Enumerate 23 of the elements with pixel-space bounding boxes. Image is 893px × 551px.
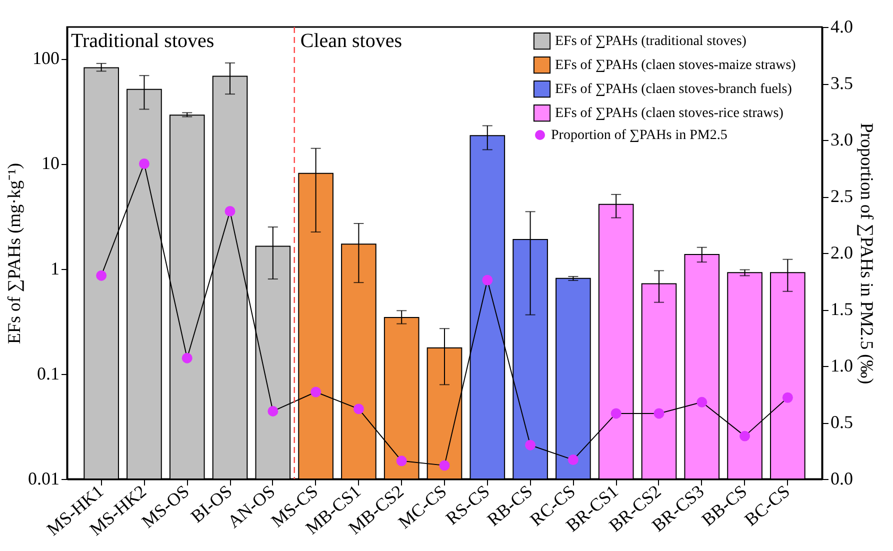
y2-tick-label: 3.0 xyxy=(830,130,853,150)
y2-tick-label: 1.5 xyxy=(830,299,853,319)
y-tick-label: 0.1 xyxy=(37,363,60,384)
y2-tick-label: 2.5 xyxy=(830,186,853,206)
legend-label: EFs of ∑PAHs (claen stoves-rice straws) xyxy=(555,106,784,121)
y2-tick-label: 2.0 xyxy=(830,242,853,262)
y-axis-title: EFs of ∑PAHs (mg·kg⁻¹) xyxy=(4,162,24,344)
y-tick-label: 10 xyxy=(42,153,60,174)
y-tick-label: 0.01 xyxy=(28,468,60,488)
y-tick-label: 100 xyxy=(32,48,60,68)
y2-tick-label: 4.0 xyxy=(830,16,853,36)
annotation: Traditional stoves xyxy=(71,30,214,52)
legend-label: EFs of ∑PAHs (claen stoves-maize straws) xyxy=(555,58,796,73)
y-tick-label: 1 xyxy=(50,258,60,278)
y2-tick-label: 0.0 xyxy=(830,468,853,488)
y2-tick-label: 0.5 xyxy=(830,412,853,432)
y2-tick-label: 3.5 xyxy=(830,73,853,93)
legend-label: EFs of ∑PAHs (claen stoves-branch fuels) xyxy=(555,82,792,97)
y2-axis-title: Proportion of ∑PAHs in PM2.5 (‰) xyxy=(857,122,877,384)
annotation: Clean stoves xyxy=(300,30,402,52)
legend-label: Proportion of ∑PAHs in PM2.5 xyxy=(551,128,728,143)
legend-label: EFs of ∑PAHs (traditional stoves) xyxy=(555,34,747,49)
y2-tick-label: 1.0 xyxy=(830,356,853,376)
